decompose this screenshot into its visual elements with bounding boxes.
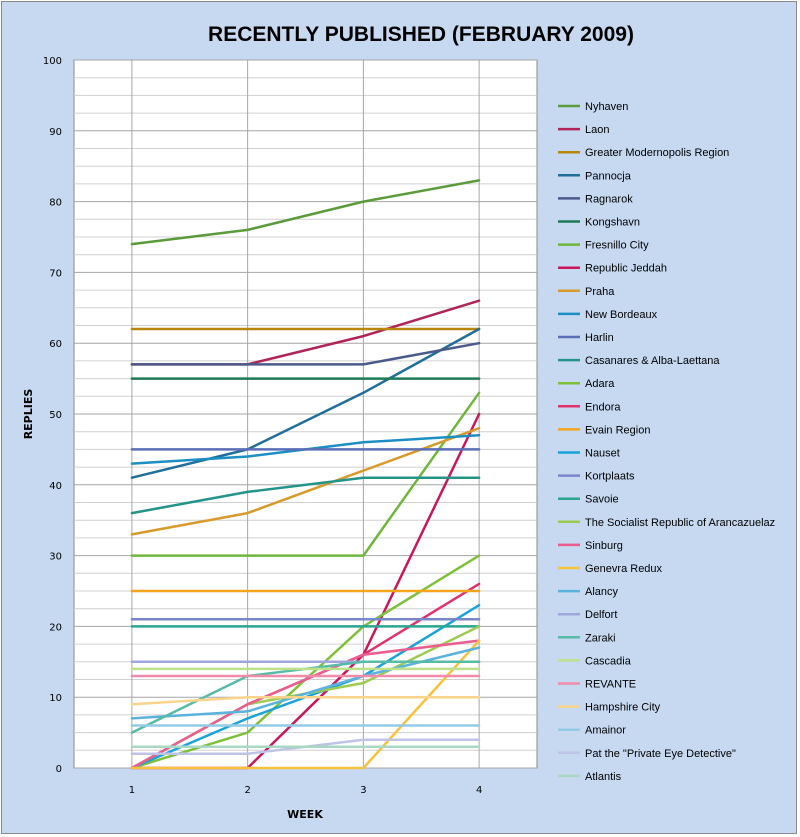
legend-label: Alancy [585, 586, 619, 598]
y-tick-label: 0 [56, 764, 62, 775]
legend-label: Casanares & Alba-Laettana [585, 355, 720, 367]
legend-label: Adara [585, 378, 615, 390]
legend-label: Evain Region [585, 424, 650, 436]
y-tick-label: 60 [49, 339, 62, 350]
x-axis-title: WEEK [287, 808, 323, 821]
y-tick-label: 80 [49, 198, 62, 209]
y-tick-label: 50 [49, 410, 62, 421]
y-axis-title: REPLIES [22, 389, 35, 440]
legend-label: Pat the "Private Eye Detective" [585, 748, 736, 760]
legend-label: Savoie [585, 494, 619, 506]
legend-label: Pannocja [585, 170, 632, 182]
series-line [130, 695, 481, 706]
legend-label: The Socialist Republic of Arancazuelaz [585, 517, 775, 529]
legend-label: Zaraki [585, 632, 616, 644]
legend-label: Cascadia [585, 655, 632, 667]
series-line [130, 179, 481, 246]
series-line [130, 639, 481, 770]
y-axis-ticks: 0 10 20 30 40 50 60 70 80 90 100 [43, 56, 62, 775]
x-tick-label: 1 [129, 785, 135, 796]
legend-label: Nauset [585, 448, 620, 460]
chart-title: RECENTLY PUBLISHED (FEBRUARY 2009) [208, 23, 634, 46]
legend-label: Harlin [585, 332, 614, 344]
y-tick-label: 30 [49, 552, 62, 563]
series-line [130, 639, 481, 770]
legend-label: Greater Modernopolis Region [585, 147, 729, 159]
x-tick-label: 2 [244, 785, 250, 796]
legend-label: Hampshire City [585, 702, 661, 714]
y-tick-label: 70 [49, 268, 62, 279]
series-line [130, 327, 481, 479]
legend-label: Genevra Redux [585, 563, 663, 575]
x-tick-label: 3 [360, 785, 366, 796]
legend-label: REVANTE [585, 679, 636, 691]
y-tick-label: 10 [49, 693, 62, 704]
legend-label: Delfort [585, 609, 617, 621]
x-axis-ticks: 1 2 3 4 [129, 785, 483, 796]
series-line [130, 341, 481, 366]
legend-label: Sinburg [585, 540, 623, 552]
x-tick-label: 4 [476, 785, 482, 796]
legend-label: Kortplaats [585, 471, 635, 483]
legend-label: Atlantis [585, 771, 622, 783]
legend-label: Fresnillo City [585, 240, 649, 252]
legend: Nyhaven Laon Greater Modernopolis Region Pa… [558, 101, 775, 783]
series-line [130, 391, 481, 557]
legend-label: Praha [585, 286, 615, 298]
legend-label: Amainor [585, 725, 626, 737]
legend-label: Nyhaven [585, 101, 628, 113]
y-tick-label: 20 [49, 622, 62, 633]
legend-label: Kongshavn [585, 217, 640, 229]
series-line [130, 476, 481, 515]
y-tick-label: 90 [49, 127, 62, 138]
y-tick-label: 100 [43, 56, 62, 67]
legend-label: Republic Jeddah [585, 263, 667, 275]
legend-label: Endora [585, 401, 621, 413]
legend-label: Ragnarok [585, 193, 633, 205]
legend-label: Laon [585, 124, 609, 136]
series-lines [130, 179, 481, 770]
legend-label: New Bordeaux [585, 309, 658, 321]
y-tick-label: 40 [49, 481, 62, 492]
